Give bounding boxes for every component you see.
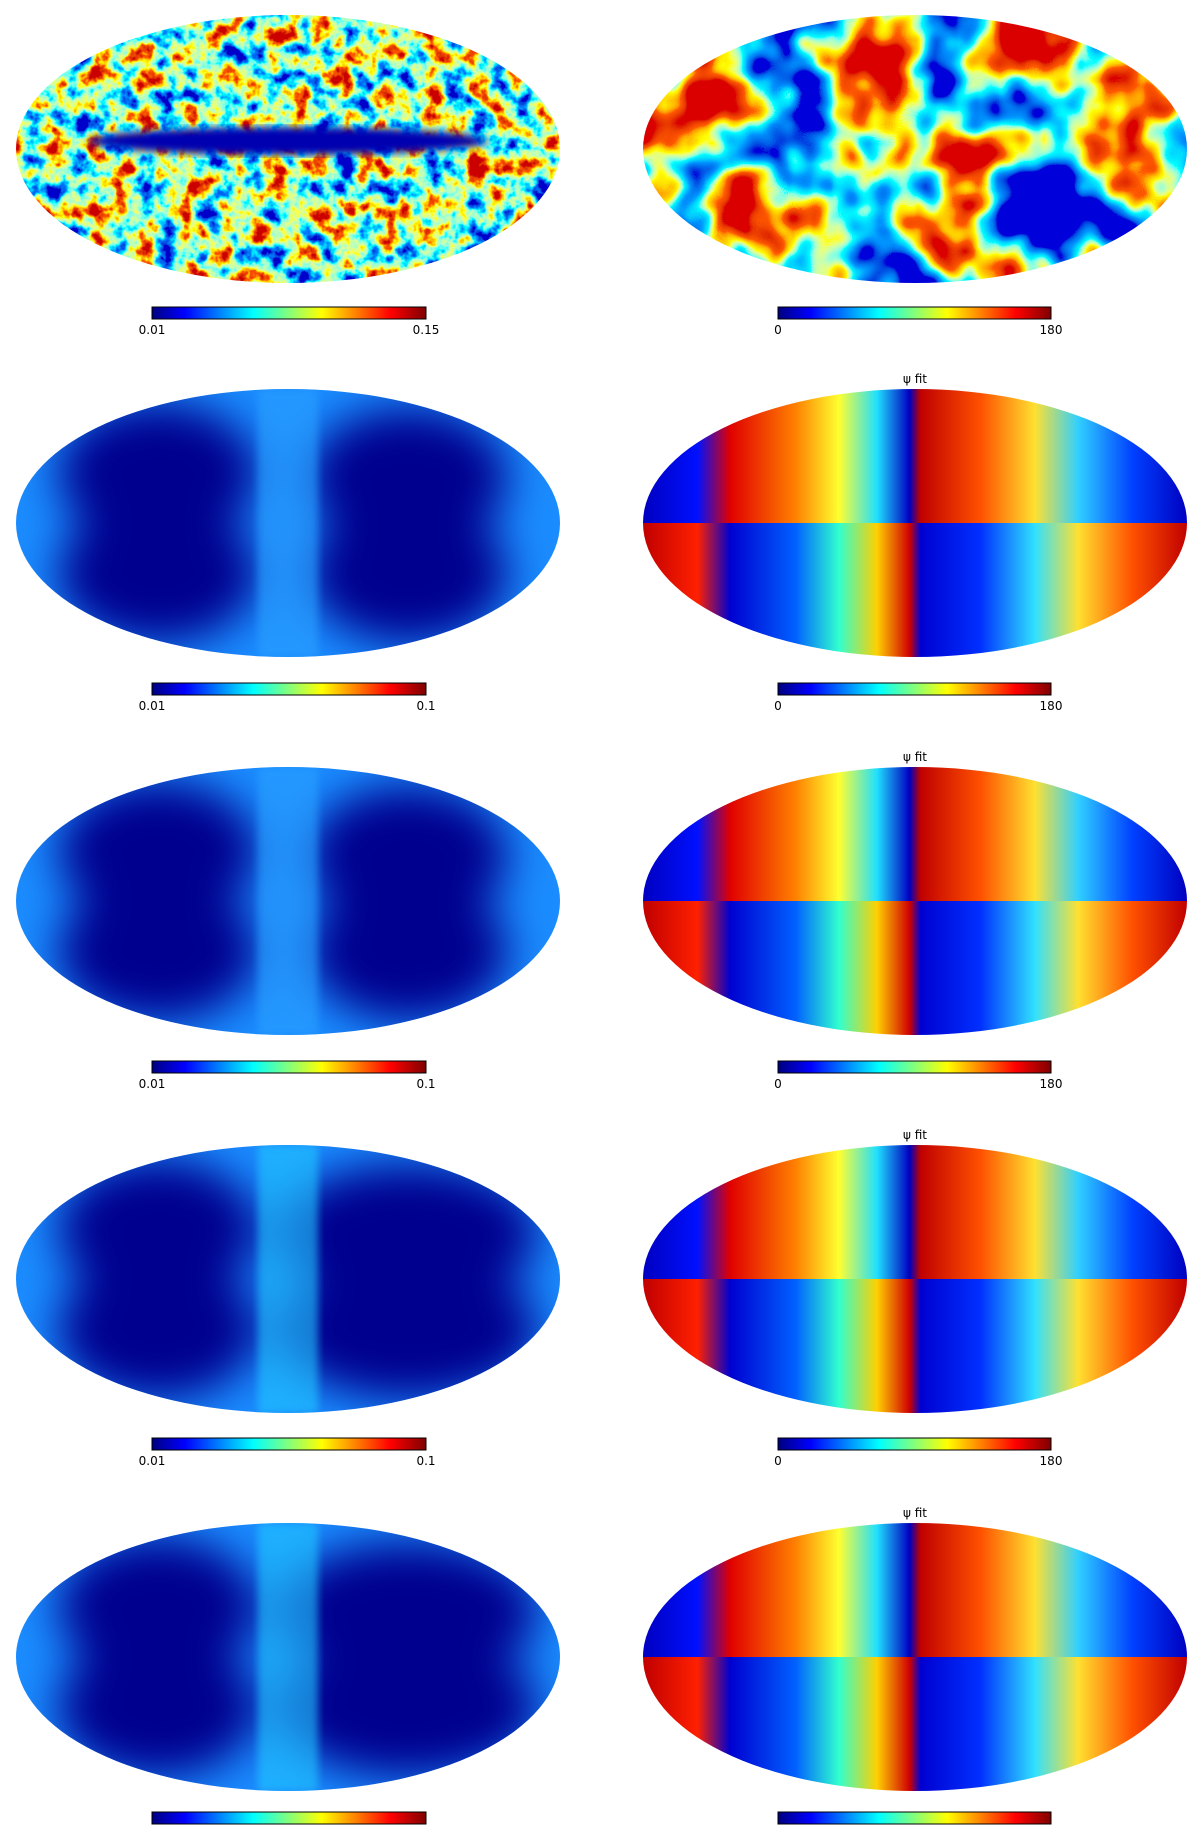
upper-half	[643, 1145, 1187, 1279]
colorbar	[777, 682, 1052, 696]
colorbar-max: 180	[1040, 323, 1063, 337]
lobe	[58, 1159, 258, 1299]
colorbar-min: 0	[774, 699, 782, 713]
center-band	[258, 1145, 318, 1413]
lobe	[308, 503, 508, 643]
lower-half	[643, 523, 1187, 657]
lobe	[278, 1637, 538, 1777]
lobes	[58, 781, 508, 1021]
patch-map	[643, 15, 1187, 283]
colorbar-min: 0	[774, 323, 782, 337]
right-map	[643, 767, 1187, 1035]
colorbar-max: 0.1	[416, 1454, 435, 1468]
lobe	[58, 403, 258, 543]
lobe	[58, 1259, 258, 1399]
colorbar-min: 0.01	[139, 1454, 166, 1468]
colorbar-min: 0.01	[139, 699, 166, 713]
colorbar-min: 0.01	[139, 323, 166, 337]
right-map	[643, 15, 1187, 283]
lower-half	[643, 1657, 1187, 1791]
map-title: ψ fit	[903, 750, 927, 764]
left-map	[16, 767, 560, 1035]
left-map	[16, 15, 560, 283]
colorbar	[777, 306, 1052, 320]
upper-half	[643, 389, 1187, 523]
colorbar-min: 0	[774, 1077, 782, 1091]
lobe	[58, 1637, 258, 1777]
colorbar	[777, 1437, 1052, 1451]
upper-half	[643, 1523, 1187, 1657]
left-map	[16, 389, 560, 657]
right-map	[643, 1145, 1187, 1413]
colorbar	[151, 1811, 427, 1825]
lobe	[278, 1259, 538, 1399]
center-band	[258, 1523, 318, 1791]
colorbar-max: 180	[1040, 699, 1063, 713]
left-map	[16, 1523, 560, 1791]
colorbar-max: 180	[1040, 1454, 1063, 1468]
lobes	[58, 1537, 538, 1777]
colorbar-min: 0	[774, 1454, 782, 1468]
right-map	[643, 1523, 1187, 1791]
lobe	[308, 881, 508, 1021]
colorbar	[151, 1437, 427, 1451]
center-band	[258, 767, 318, 1035]
lobe	[58, 781, 258, 921]
map-title: ψ fit	[903, 372, 927, 386]
colorbar-max: 0.1	[416, 1077, 435, 1091]
lobe	[58, 881, 258, 1021]
lower-half	[643, 1279, 1187, 1413]
map-title: ψ fit	[903, 1506, 927, 1520]
upper-half	[643, 767, 1187, 901]
center-band	[258, 389, 318, 657]
colorbar-max: 180	[1040, 1077, 1063, 1091]
lobe	[58, 503, 258, 643]
left-map	[16, 1145, 560, 1413]
colorbar	[777, 1060, 1052, 1074]
lobes	[58, 1159, 538, 1399]
colorbar-max: 0.1	[416, 699, 435, 713]
colorbar-max: 0.15	[413, 323, 440, 337]
map-title: ψ fit	[903, 1128, 927, 1142]
right-map	[643, 389, 1187, 657]
galactic-band	[88, 127, 488, 155]
colorbar-min: 0.01	[139, 1077, 166, 1091]
lower-half	[643, 901, 1187, 1035]
colorbar	[151, 1060, 427, 1074]
lobes	[58, 403, 508, 643]
colorbar	[777, 1811, 1052, 1825]
colorbar	[151, 682, 427, 696]
lobe	[58, 1537, 258, 1677]
colorbar	[151, 306, 427, 320]
